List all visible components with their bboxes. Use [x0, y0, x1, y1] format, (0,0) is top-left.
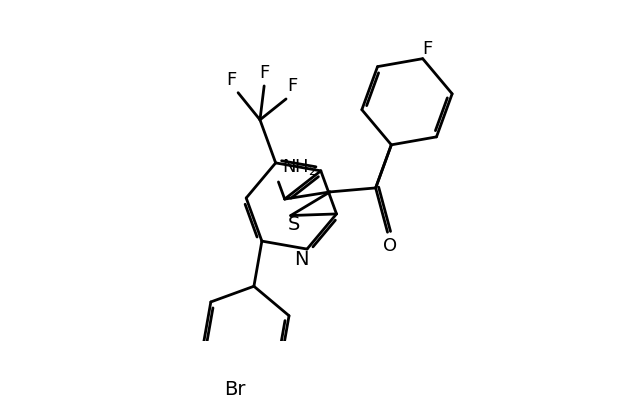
- Text: F: F: [259, 64, 269, 82]
- Text: Br: Br: [225, 380, 246, 397]
- Text: N: N: [294, 250, 309, 269]
- Text: F: F: [287, 77, 298, 95]
- Text: F: F: [227, 71, 237, 89]
- Text: S: S: [288, 216, 301, 234]
- Text: NH$_2$: NH$_2$: [282, 157, 317, 177]
- Text: O: O: [383, 237, 397, 255]
- Text: F: F: [422, 40, 432, 58]
